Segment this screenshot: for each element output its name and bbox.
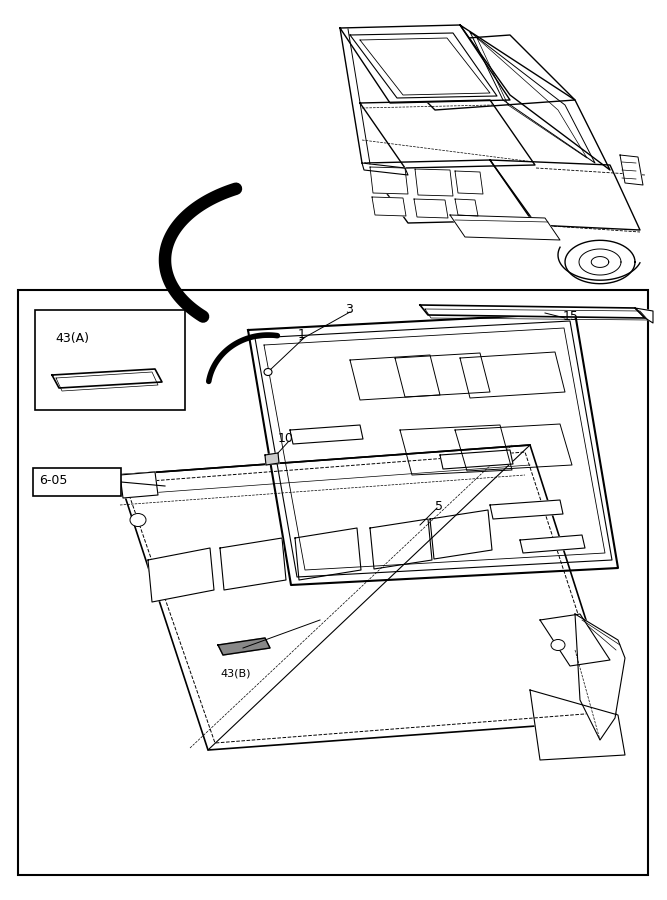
Polygon shape: [490, 160, 640, 230]
Text: 43(B): 43(B): [220, 668, 251, 678]
Polygon shape: [414, 199, 448, 218]
Polygon shape: [450, 215, 560, 240]
Polygon shape: [360, 100, 535, 168]
Polygon shape: [455, 171, 483, 194]
Polygon shape: [218, 638, 270, 655]
Polygon shape: [265, 453, 279, 465]
Text: 5: 5: [435, 500, 443, 513]
Polygon shape: [118, 445, 618, 750]
Ellipse shape: [264, 368, 272, 375]
Text: 6-05: 6-05: [39, 474, 67, 487]
Polygon shape: [52, 369, 162, 388]
Text: 43(A): 43(A): [55, 332, 89, 345]
Polygon shape: [620, 155, 643, 185]
Polygon shape: [362, 163, 408, 175]
Polygon shape: [340, 25, 510, 103]
Polygon shape: [370, 35, 575, 110]
Polygon shape: [455, 199, 478, 216]
Polygon shape: [415, 169, 453, 196]
Bar: [33, 468, 121, 496]
Polygon shape: [530, 690, 625, 760]
Ellipse shape: [551, 640, 565, 651]
Polygon shape: [460, 25, 610, 170]
Polygon shape: [295, 528, 361, 580]
Polygon shape: [370, 519, 432, 569]
Polygon shape: [565, 240, 635, 284]
Bar: [35, 310, 185, 410]
Polygon shape: [440, 450, 513, 469]
Polygon shape: [290, 425, 363, 444]
Text: 3: 3: [345, 303, 353, 316]
Polygon shape: [370, 167, 408, 194]
Text: 10: 10: [278, 432, 294, 445]
Polygon shape: [372, 197, 406, 216]
Ellipse shape: [130, 514, 146, 526]
Polygon shape: [248, 313, 618, 585]
Polygon shape: [148, 548, 214, 602]
Polygon shape: [120, 472, 158, 498]
Polygon shape: [490, 500, 563, 519]
Polygon shape: [430, 510, 492, 559]
Polygon shape: [635, 308, 653, 323]
Polygon shape: [220, 538, 286, 590]
Polygon shape: [520, 535, 585, 553]
Polygon shape: [420, 305, 645, 318]
Bar: [18, 290, 648, 875]
Polygon shape: [540, 614, 610, 666]
Text: 1: 1: [298, 328, 306, 341]
Polygon shape: [365, 160, 533, 223]
Text: 15: 15: [563, 310, 579, 323]
Polygon shape: [575, 614, 625, 740]
